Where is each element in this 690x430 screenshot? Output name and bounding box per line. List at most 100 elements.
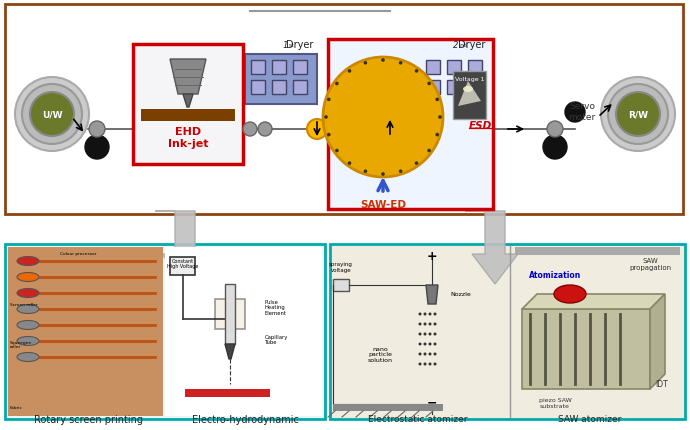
Polygon shape [155, 212, 208, 284]
Circle shape [30, 93, 74, 137]
Bar [468, 81, 482, 95]
Polygon shape [170, 60, 206, 95]
Ellipse shape [17, 289, 39, 298]
Ellipse shape [17, 305, 39, 314]
Text: SAW atomizer: SAW atomizer [558, 415, 622, 424]
Polygon shape [465, 212, 518, 284]
Circle shape [335, 83, 339, 86]
Circle shape [419, 333, 422, 336]
Ellipse shape [17, 353, 39, 362]
Text: nd: nd [459, 43, 467, 48]
Circle shape [424, 333, 426, 336]
Circle shape [258, 123, 272, 137]
Bar [251, 81, 265, 95]
Ellipse shape [554, 286, 586, 303]
Circle shape [85, 136, 109, 160]
Text: Servo
moter: Servo moter [569, 102, 595, 121]
Text: spraying
voltage: spraying voltage [329, 261, 353, 272]
Bar [133, 45, 243, 165]
Bar [447, 61, 461, 75]
Bar [293, 61, 307, 75]
Circle shape [415, 70, 418, 74]
Text: 2: 2 [453, 41, 458, 50]
Bar [225, 284, 235, 344]
Polygon shape [522, 309, 650, 389]
Text: Electro-hydrodynamic: Electro-hydrodynamic [192, 414, 299, 424]
Bar [453, 72, 486, 120]
Bar [5, 244, 325, 419]
Circle shape [438, 116, 442, 120]
Circle shape [419, 353, 422, 356]
Circle shape [427, 83, 431, 86]
Circle shape [428, 323, 431, 326]
Text: SAW-ED: SAW-ED [360, 200, 406, 209]
Polygon shape [225, 344, 235, 359]
Text: Nozzle: Nozzle [450, 292, 471, 297]
Circle shape [243, 123, 257, 137]
Text: R/W: R/W [628, 110, 648, 119]
Ellipse shape [17, 321, 39, 330]
Text: piezo SAW
substrate: piezo SAW substrate [539, 397, 571, 408]
Circle shape [427, 149, 431, 153]
Text: EHD
Ink-jet: EHD Ink-jet [168, 127, 208, 148]
Circle shape [415, 162, 418, 166]
Circle shape [424, 353, 426, 356]
Text: Dryer: Dryer [458, 40, 486, 50]
Circle shape [399, 62, 402, 65]
Text: 1: 1 [283, 41, 288, 50]
Circle shape [335, 149, 339, 153]
Bar [328, 40, 493, 209]
Circle shape [435, 133, 439, 137]
Bar [165, 247, 322, 416]
Circle shape [419, 313, 422, 316]
Circle shape [424, 313, 426, 316]
Circle shape [428, 362, 431, 366]
Circle shape [388, 123, 402, 137]
Text: IDT: IDT [655, 380, 668, 389]
Text: SAW
propagation: SAW propagation [629, 258, 671, 270]
Text: Pulse
Heating
Element: Pulse Heating Element [265, 299, 287, 316]
Circle shape [608, 85, 668, 144]
Bar [330, 244, 685, 419]
Polygon shape [522, 294, 665, 309]
Circle shape [433, 343, 437, 346]
Polygon shape [458, 82, 481, 107]
Bar [420, 55, 492, 105]
Ellipse shape [463, 87, 473, 93]
Bar [215, 299, 245, 329]
Text: Fabric: Fabric [10, 405, 23, 409]
Circle shape [433, 333, 437, 336]
Circle shape [424, 362, 426, 366]
Circle shape [433, 313, 437, 316]
Polygon shape [650, 294, 665, 389]
Bar [245, 55, 317, 105]
Text: Electrostatic atomizer: Electrostatic atomizer [368, 415, 468, 424]
Circle shape [616, 93, 660, 137]
Circle shape [22, 85, 82, 144]
Circle shape [323, 58, 443, 178]
Polygon shape [183, 95, 193, 108]
Circle shape [403, 123, 417, 137]
Text: Constant
High Voltage: Constant High Voltage [167, 258, 199, 269]
Circle shape [419, 343, 422, 346]
Bar [468, 61, 482, 75]
Circle shape [428, 333, 431, 336]
Circle shape [435, 98, 439, 102]
Circle shape [348, 70, 351, 74]
Ellipse shape [17, 257, 39, 266]
Text: Rotary screen printing: Rotary screen printing [34, 414, 143, 424]
Text: Capillary
Tube: Capillary Tube [265, 334, 288, 344]
Text: ESD: ESD [469, 121, 491, 131]
Text: Voltage 1: Voltage 1 [455, 77, 485, 82]
Circle shape [428, 343, 431, 346]
Bar [293, 81, 307, 95]
Text: st: st [289, 43, 295, 48]
Circle shape [433, 362, 437, 366]
Circle shape [433, 323, 437, 326]
Circle shape [428, 313, 431, 316]
Text: +: + [426, 249, 437, 262]
Bar [515, 247, 680, 255]
Bar [447, 81, 461, 95]
Circle shape [399, 170, 402, 174]
Circle shape [543, 136, 567, 160]
